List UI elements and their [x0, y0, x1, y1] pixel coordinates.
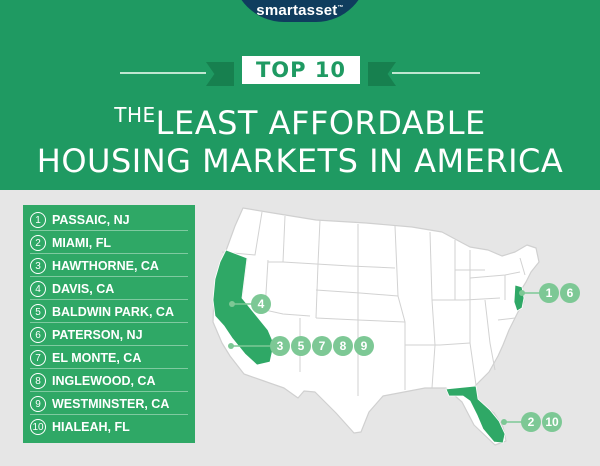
decorative-rule-left	[120, 72, 206, 74]
map-marker-rank-9: 9	[354, 336, 374, 356]
decorative-rule-right	[392, 72, 480, 74]
city-name: HIALEAH, FL	[52, 420, 130, 434]
rank-number: 10	[30, 419, 46, 435]
marker-circle	[333, 336, 353, 356]
map-marker-rank-2: 2	[521, 412, 541, 432]
marker-circle	[521, 412, 541, 432]
marker-circle	[251, 294, 271, 314]
trademark-mark: ™	[337, 5, 344, 11]
state-borders	[221, 211, 526, 396]
list-item: 8 INGLEWOOD, CA	[30, 371, 188, 392]
marker-label: 2	[528, 415, 535, 429]
california-state	[212, 249, 275, 366]
rank-number: 2	[30, 235, 46, 251]
marker-label: 10	[545, 415, 559, 429]
marker-label: 9	[361, 339, 368, 353]
map-marker-rank-1: 1	[539, 283, 559, 303]
header-banner: smartasset™ TOP 10 THELEAST AFFORDABLE H…	[0, 0, 600, 190]
title-prefix: THE	[114, 103, 156, 127]
marker-label: 4	[258, 297, 265, 311]
rank-markers: 1 6 4 3 5 7 8 9 2 10	[251, 283, 580, 432]
map-marker-rank-5: 5	[291, 336, 311, 356]
rank-number: 9	[30, 396, 46, 412]
map-marker-rank-6: 6	[560, 283, 580, 303]
city-name: BALDWIN PARK, CA	[52, 305, 174, 319]
list-item: 7 EL MONTE, CA	[30, 348, 188, 369]
marker-label: 6	[567, 286, 574, 300]
brand-name: smartasset	[256, 2, 338, 19]
brand-logo[interactable]: smartasset™	[232, 0, 368, 22]
city-name: MIAMI, FL	[52, 236, 112, 250]
marker-label: 1	[546, 286, 553, 300]
list-item: 5 BALDWIN PARK, CA	[30, 302, 188, 323]
map-marker-rank-4: 4	[251, 294, 271, 314]
map-marker-rank-3: 3	[270, 336, 290, 356]
list-item: 4 DAVIS, CA	[30, 279, 188, 300]
city-name: PATERSON, NJ	[52, 328, 143, 342]
rank-number: 1	[30, 212, 46, 228]
city-name: WESTMINSTER, CA	[52, 397, 170, 411]
marker-label: 7	[319, 339, 326, 353]
new-jersey-state	[513, 284, 525, 312]
title-main: LEAST AFFORDABLE	[155, 104, 486, 142]
map-marker-rank-10: 10	[542, 412, 562, 432]
marker-circle	[270, 336, 290, 356]
list-item: 2 MIAMI, FL	[30, 233, 188, 254]
list-item: 6 PATERSON, NJ	[30, 325, 188, 346]
top10-ribbon: TOP 10	[206, 56, 396, 88]
title-line-1: THELEAST AFFORDABLE	[0, 103, 600, 142]
rank-number: 4	[30, 281, 46, 297]
marker-circle	[539, 283, 559, 303]
list-item: 3 HAWTHORNE, CA	[30, 256, 188, 277]
city-name: INGLEWOOD, CA	[52, 374, 156, 388]
marker-circle	[542, 412, 562, 432]
city-name: DAVIS, CA	[52, 282, 115, 296]
list-item: 10 HIALEAH, FL	[30, 417, 188, 437]
marker-label: 3	[277, 339, 284, 353]
title-line-2: HOUSING MARKETS IN AMERICA	[36, 142, 564, 180]
rank-number: 6	[30, 327, 46, 343]
rank-number: 5	[30, 304, 46, 320]
marker-label: 8	[340, 339, 347, 353]
city-name: HAWTHORNE, CA	[52, 259, 159, 273]
city-name: PASSAIC, NJ	[52, 213, 130, 227]
rank-number: 8	[30, 373, 46, 389]
marker-circle	[354, 336, 374, 356]
map-marker-rank-8: 8	[333, 336, 353, 356]
us-outline	[212, 207, 540, 446]
ribbon-label: TOP 10	[242, 56, 360, 84]
marker-circle	[560, 283, 580, 303]
marker-circle	[312, 336, 332, 356]
city-name: EL MONTE, CA	[52, 351, 142, 365]
marker-circle	[291, 336, 311, 356]
map-marker-rank-7: 7	[312, 336, 332, 356]
florida-state	[445, 385, 506, 444]
rank-number: 3	[30, 258, 46, 274]
marker-dots	[228, 290, 525, 425]
rankings-list: 1 PASSAIC, NJ 2 MIAMI, FL 3 HAWTHORNE, CA 4 DAV…	[23, 205, 195, 443]
list-item: 1 PASSAIC, NJ	[30, 210, 188, 231]
marker-label: 5	[298, 339, 305, 353]
list-item: 9 WESTMINSTER, CA	[30, 394, 188, 415]
rank-number: 7	[30, 350, 46, 366]
